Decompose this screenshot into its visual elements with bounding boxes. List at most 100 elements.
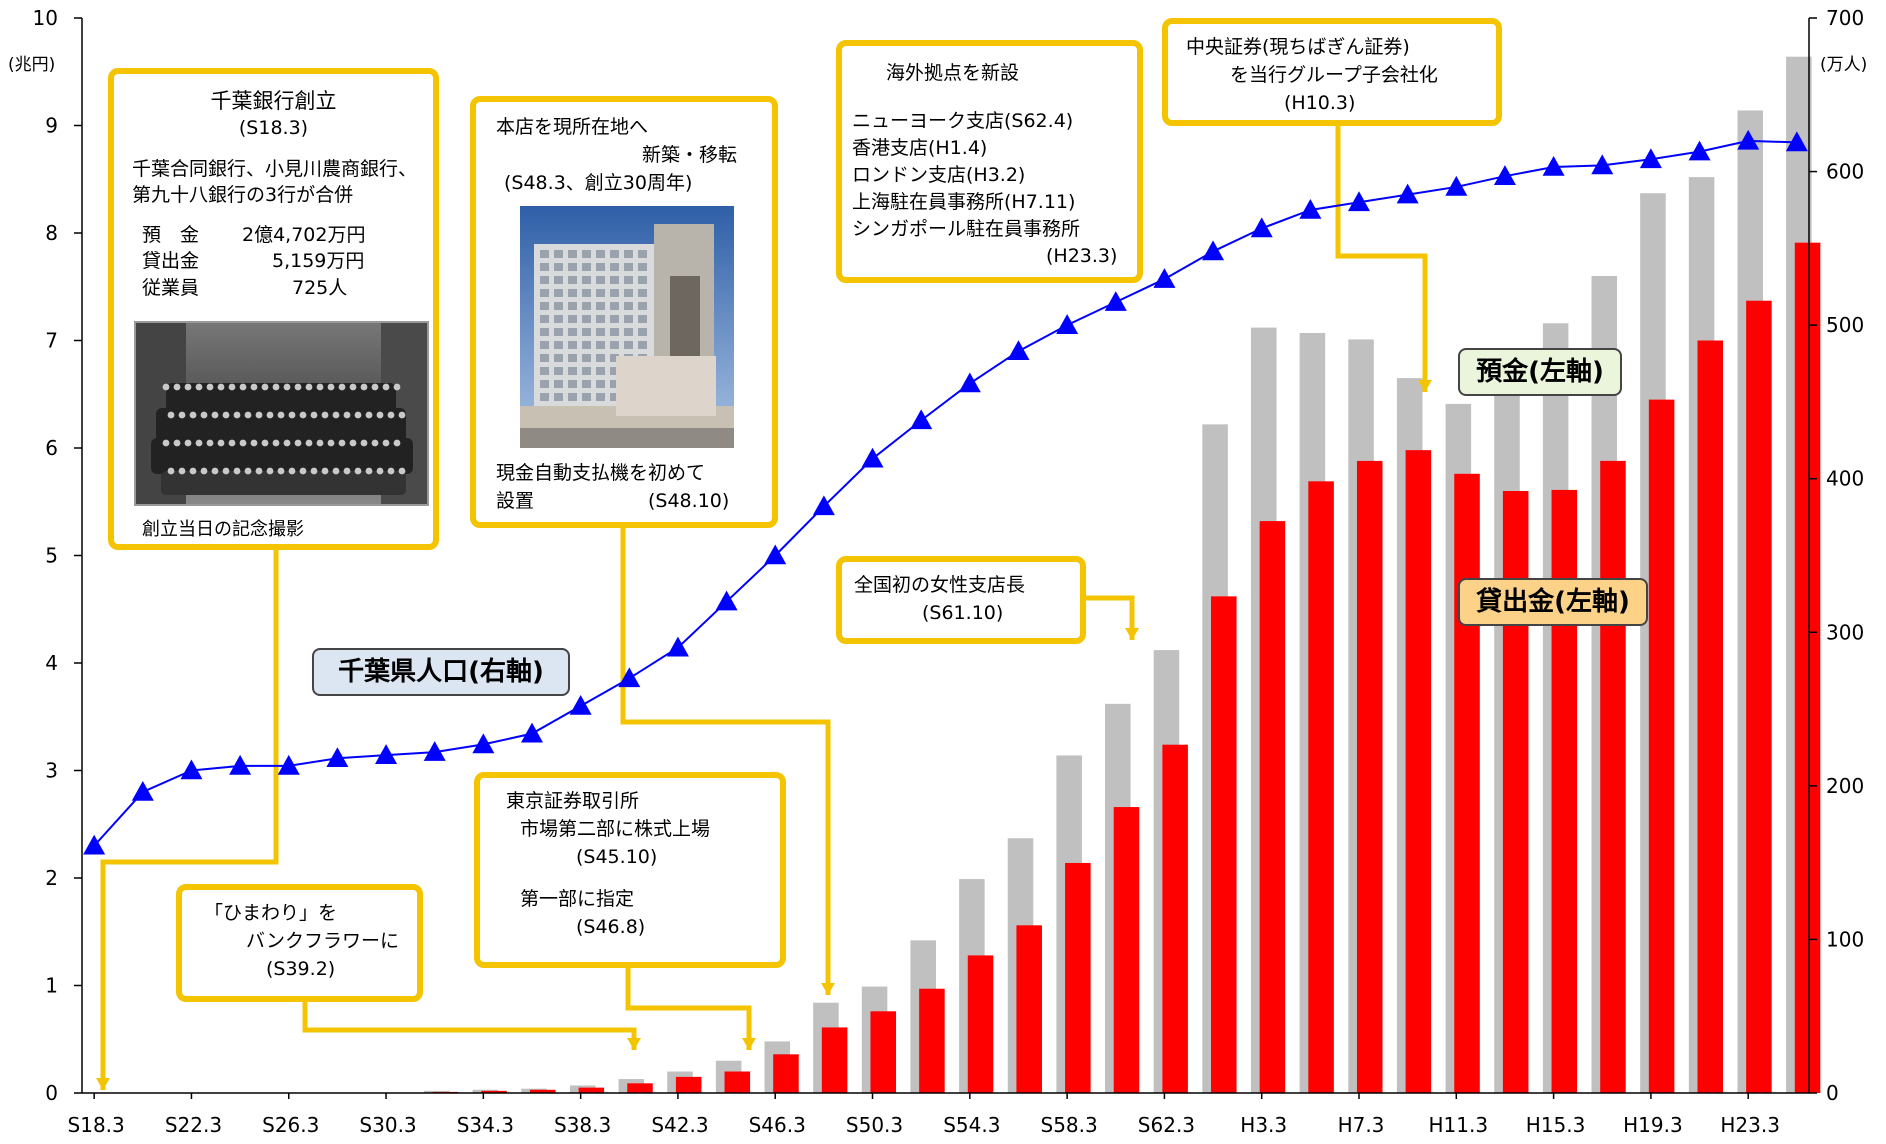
right-tick-label: 500 <box>1826 313 1864 337</box>
photo-face <box>273 440 280 447</box>
photo-face <box>317 440 324 447</box>
photo-face <box>311 468 318 475</box>
photo-face <box>179 468 186 475</box>
callout-overseas: 海外拠点を新設 ニューヨーク支店(S62.4) 香港支店(H1.4) ロンドン支… <box>836 40 1143 283</box>
founding-caption: 創立当日の記念撮影 <box>142 516 304 543</box>
photo-face <box>240 440 247 447</box>
photo-face <box>218 440 225 447</box>
building-window <box>610 328 619 336</box>
loan-bar <box>676 1077 702 1093</box>
photo-face <box>168 412 175 419</box>
building-photo-image <box>520 206 734 448</box>
connector-tse <box>628 968 749 1050</box>
loan-bar <box>1114 807 1140 1093</box>
building-window <box>568 250 577 258</box>
building-window <box>582 289 591 297</box>
loan-bar <box>1795 243 1821 1093</box>
photo-face <box>229 440 236 447</box>
building-window <box>624 302 633 310</box>
photo-face <box>344 468 351 475</box>
population-point <box>1251 217 1273 237</box>
connector-founding-arrow <box>96 1078 110 1090</box>
connector-woman <box>1086 598 1132 640</box>
building-window <box>540 393 549 401</box>
photo-face <box>234 412 241 419</box>
photo-face <box>163 440 170 447</box>
tse-line-5: (S46.8) <box>576 914 645 941</box>
connector-head-office-arrow <box>821 983 835 995</box>
photo-face <box>322 412 329 419</box>
himawari-line-2: バンクフラワーに <box>246 928 399 955</box>
x-tick-label: S58.3 <box>1041 1113 1098 1137</box>
photo-face <box>317 384 324 391</box>
building-window <box>568 354 577 362</box>
left-tick-label: 1 <box>45 974 58 998</box>
building-window <box>540 315 549 323</box>
building-window <box>596 393 605 401</box>
building-window <box>540 302 549 310</box>
x-tick-label: S30.3 <box>359 1113 416 1137</box>
building-window <box>568 289 577 297</box>
x-tick-label: S38.3 <box>554 1113 611 1137</box>
founding-merge-1: 千葉合同銀行、小見川農商銀行、 <box>132 156 417 183</box>
x-tick-label: S18.3 <box>68 1113 125 1137</box>
building-window <box>610 263 619 271</box>
right-tick-label: 600 <box>1826 160 1864 184</box>
building-window <box>582 367 591 375</box>
left-tick-label: 0 <box>45 1081 58 1105</box>
population-point <box>910 409 932 429</box>
photo-face <box>361 384 368 391</box>
chuo-line-1: 中央証券(現ちばぎん証券) <box>1186 34 1410 61</box>
building-window <box>638 328 647 336</box>
building-window <box>554 354 563 362</box>
connector-himawari-arrow <box>627 1038 641 1050</box>
left-tick-label: 2 <box>45 866 58 890</box>
loan-bar <box>1357 461 1383 1093</box>
overseas-item: ロンドン支店(H3.2) <box>852 162 1025 189</box>
building-window <box>638 250 647 258</box>
photo-face <box>306 440 313 447</box>
photo-face <box>289 468 296 475</box>
photo-face <box>234 468 241 475</box>
photo-face <box>179 412 186 419</box>
chuo-line-2: を当行グループ子会社化 <box>1230 62 1438 89</box>
left-tick-label: 6 <box>45 436 58 460</box>
loan-bar <box>1454 474 1480 1093</box>
x-tick-label: S46.3 <box>749 1113 806 1137</box>
building-window <box>624 263 633 271</box>
right-tick-label: 400 <box>1826 467 1864 491</box>
building-window <box>610 315 619 323</box>
right-tick-label: 0 <box>1826 1081 1839 1105</box>
right-axis-unit: (万人) <box>1820 55 1867 75</box>
photo-face <box>229 384 236 391</box>
founding-photo-image <box>136 323 427 504</box>
photo-face <box>366 412 373 419</box>
building-window <box>540 276 549 284</box>
photo-face <box>383 440 390 447</box>
photo-face <box>174 384 181 391</box>
photo-face <box>273 384 280 391</box>
photo-face <box>300 468 307 475</box>
photo-face <box>267 468 274 475</box>
founding-staff-value: 725人 <box>292 275 347 302</box>
photo-face <box>262 384 269 391</box>
photo-face <box>300 412 307 419</box>
building-window <box>540 341 549 349</box>
loan-bar <box>1211 596 1237 1093</box>
x-tick-label: S26.3 <box>262 1113 319 1137</box>
photo-face <box>251 384 258 391</box>
building-window <box>554 302 563 310</box>
photo-face <box>223 468 230 475</box>
founding-deposit-value: 2億4,702万円 <box>242 222 365 249</box>
building-window <box>540 380 549 388</box>
loan-bar <box>773 1054 799 1093</box>
callout-head-office: 本店を現所在地へ 新築・移転 (S48.3、創立30周年) 現金自動支払機を初め… <box>470 96 778 528</box>
left-axis-unit: (兆円) <box>8 55 55 75</box>
photo-face <box>377 468 384 475</box>
left-tick-label: 8 <box>45 221 58 245</box>
photo-face <box>207 384 214 391</box>
building-window <box>540 328 549 336</box>
population-point <box>1202 240 1224 260</box>
population-point <box>1056 314 1078 334</box>
photo-face <box>256 468 263 475</box>
